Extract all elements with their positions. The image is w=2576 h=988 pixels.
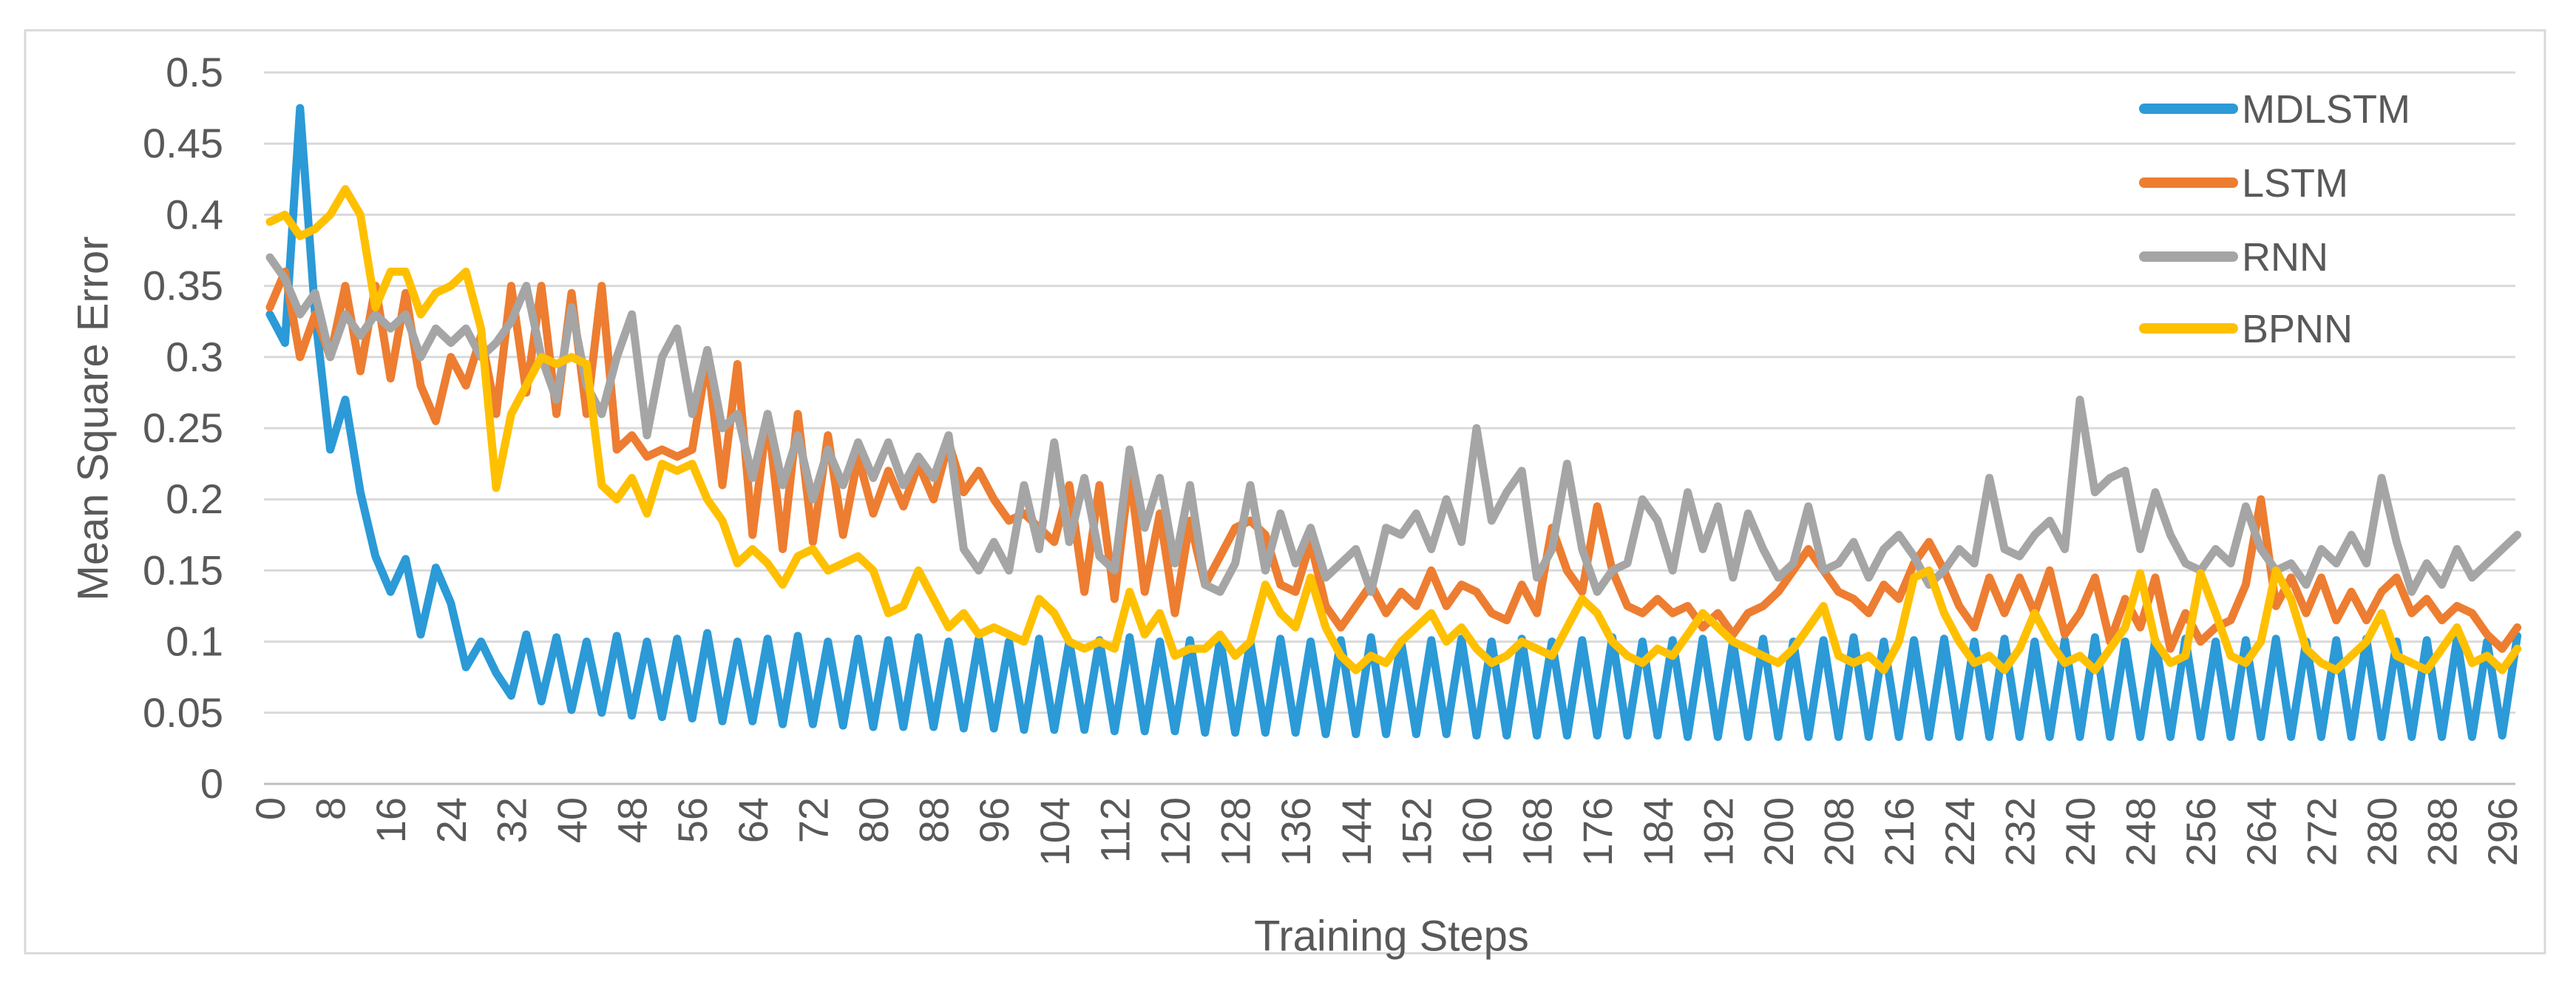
figure-border	[24, 29, 2546, 955]
x-tick-label: 16	[367, 797, 414, 843]
y-tick-label: 0.2	[166, 476, 223, 522]
x-tick-label: 80	[850, 797, 897, 843]
y-tick-label: 0	[200, 760, 223, 807]
x-tick-label: 48	[609, 797, 656, 843]
x-tick-label: 256	[2177, 797, 2224, 866]
y-tick-label: 0.3	[166, 334, 223, 380]
x-tick-label: 216	[1876, 797, 1922, 866]
x-tick-label: 120	[1152, 797, 1199, 866]
x-axis-title: Training Steps	[1254, 912, 1529, 961]
legend-item-bpnn: BPNN	[2139, 307, 2353, 351]
x-tick-label: 88	[911, 797, 957, 843]
x-tick-label: 296	[2479, 797, 2526, 866]
legend-item-lstm: LSTM	[2139, 161, 2348, 206]
x-tick-label: 288	[2419, 797, 2466, 866]
x-tick-label: 280	[2359, 797, 2405, 866]
x-tick-label: 176	[1574, 797, 1621, 866]
x-tick-label: 72	[790, 797, 836, 843]
x-tick-label: 40	[549, 797, 595, 843]
y-axis-title: Mean Square Error	[69, 236, 118, 601]
series-line-rnn	[265, 253, 2522, 596]
x-tick-label: 208	[1816, 797, 1862, 866]
y-tick-label: 0.25	[143, 405, 223, 451]
legend-label: BPNN	[2242, 307, 2353, 351]
legend-label: MDLSTM	[2242, 87, 2410, 132]
legend-item-mdlstm: MDLSTM	[2139, 87, 2410, 132]
x-tick-label: 272	[2298, 797, 2345, 866]
legend-label: RNN	[2242, 235, 2328, 280]
y-tick-label: 0.35	[143, 263, 223, 309]
x-tick-label: 136	[1272, 797, 1319, 866]
series-line-bpnn	[265, 185, 2522, 674]
x-tick-label: 24	[428, 797, 475, 843]
series-line-mdlstm	[265, 104, 2522, 741]
y-tick-label: 0.4	[166, 191, 223, 237]
y-tick-label: 0.15	[143, 547, 223, 593]
legend-item-rnn: RNN	[2139, 235, 2328, 280]
x-tick-label: 168	[1514, 797, 1561, 866]
x-tick-label: 232	[1996, 797, 2043, 866]
x-tick-label: 32	[488, 797, 535, 843]
y-tick-label: 0.05	[143, 689, 223, 736]
series-line-lstm	[265, 267, 2522, 653]
x-tick-label: 224	[1936, 797, 1983, 866]
x-tick-label: 160	[1454, 797, 1500, 866]
x-tick-label: 128	[1213, 797, 1259, 866]
x-tick-label: 104	[1031, 797, 1078, 866]
x-tick-label: 192	[1695, 797, 1741, 866]
x-tick-label: 64	[730, 797, 776, 843]
y-tick-label: 0.5	[166, 49, 223, 95]
y-tick-label: 0.45	[143, 120, 223, 166]
x-tick-label: 248	[2118, 797, 2164, 866]
x-tick-label: 0	[247, 797, 294, 820]
x-tick-label: 184	[1635, 797, 1681, 866]
x-tick-label: 144	[1333, 797, 1380, 866]
x-tick-label: 8	[308, 797, 354, 820]
x-tick-label: 240	[2057, 797, 2104, 866]
x-tick-label: 56	[669, 797, 716, 843]
y-tick-label: 0.1	[166, 618, 223, 665]
x-tick-label: 112	[1091, 797, 1138, 863]
legend-label: LSTM	[2242, 161, 2348, 206]
x-tick-label: 152	[1393, 797, 1440, 866]
x-tick-label: 200	[1755, 797, 1802, 866]
x-tick-label: 96	[971, 797, 1017, 843]
x-tick-label: 264	[2238, 797, 2285, 866]
